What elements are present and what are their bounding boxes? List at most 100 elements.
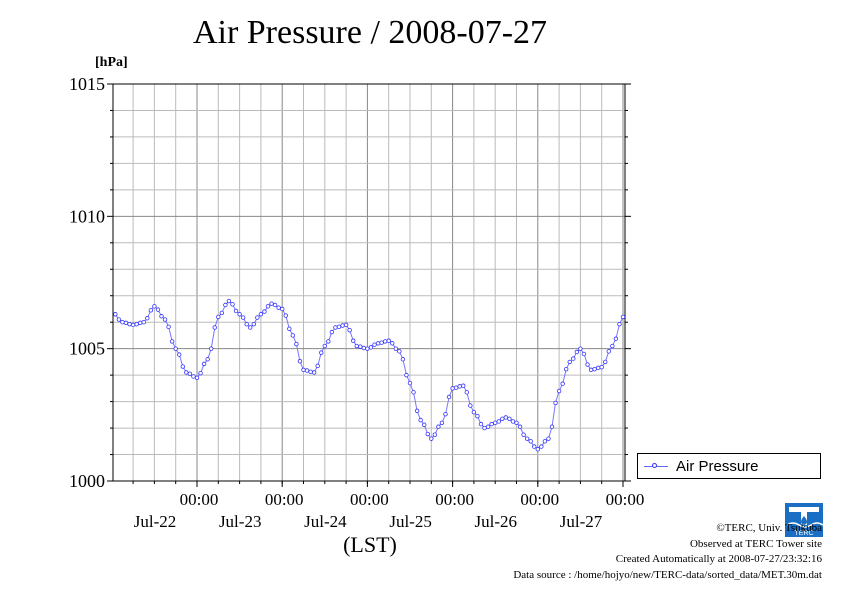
y-axis-unit: [hPa] bbox=[95, 55, 128, 70]
x-axis-label: (LST) bbox=[343, 532, 397, 557]
data-point bbox=[521, 432, 526, 437]
y-tick-label: 1000 bbox=[69, 471, 105, 491]
data-point bbox=[258, 312, 264, 317]
data-point bbox=[269, 301, 274, 306]
data-point bbox=[159, 314, 164, 319]
data-point bbox=[613, 336, 619, 341]
data-point bbox=[201, 361, 207, 367]
data-point bbox=[265, 304, 271, 309]
data-point bbox=[400, 357, 406, 362]
copyright-text: ©TERC, Univ. Tsukuba bbox=[716, 522, 822, 534]
data-point bbox=[177, 352, 182, 357]
data-point bbox=[333, 325, 338, 330]
data-point bbox=[567, 359, 572, 365]
data-point bbox=[464, 390, 469, 395]
data-point bbox=[244, 321, 249, 327]
data-point bbox=[148, 308, 154, 313]
data-point bbox=[606, 349, 611, 354]
data-point bbox=[205, 357, 210, 362]
x-tick-time-label: 00:00 bbox=[606, 490, 645, 509]
legend: Air Pressure bbox=[637, 453, 821, 479]
data-point bbox=[301, 367, 306, 373]
data-point bbox=[113, 312, 118, 317]
data-point bbox=[503, 415, 509, 420]
data-point bbox=[588, 367, 594, 373]
data-point bbox=[155, 307, 161, 312]
data-point bbox=[510, 419, 516, 424]
data-point bbox=[546, 436, 551, 441]
y-tick-label: 1010 bbox=[69, 206, 105, 226]
data-point bbox=[393, 346, 398, 351]
data-point bbox=[617, 321, 622, 327]
data-point bbox=[219, 310, 225, 316]
data-point bbox=[386, 338, 391, 343]
data-point bbox=[407, 380, 413, 386]
x-tick-time-label: 00:00 bbox=[350, 490, 389, 509]
data-point bbox=[315, 363, 320, 369]
data-point bbox=[571, 356, 576, 361]
data-point bbox=[549, 424, 555, 429]
data-point bbox=[180, 364, 185, 369]
data-point bbox=[500, 416, 505, 422]
data-point bbox=[453, 385, 459, 390]
observed-text: Observed at TERC Tower site bbox=[689, 537, 822, 550]
terc-logo-icon: TERC bbox=[785, 503, 823, 537]
data-point bbox=[489, 421, 494, 427]
data-point bbox=[482, 425, 487, 431]
legend-label: Air Pressure bbox=[676, 458, 759, 475]
data-point bbox=[262, 309, 267, 314]
data-point bbox=[446, 394, 452, 400]
x-tick-time-label: 00:00 bbox=[520, 490, 559, 509]
x-tick-date-label: Jul-26 bbox=[475, 512, 518, 531]
x-tick-date-label: Jul-23 bbox=[219, 512, 262, 531]
x-tick-date-label: Jul-25 bbox=[389, 512, 432, 531]
y-tick-label: 1005 bbox=[69, 339, 105, 359]
data-point bbox=[581, 351, 587, 357]
data-point bbox=[507, 416, 512, 422]
data-point bbox=[145, 316, 150, 321]
data-point bbox=[358, 344, 363, 349]
data-point bbox=[603, 359, 608, 365]
data-point bbox=[283, 313, 288, 318]
data-point bbox=[280, 306, 285, 312]
y-tick-label: 1015 bbox=[69, 74, 105, 94]
data-point bbox=[319, 350, 324, 355]
data-point bbox=[368, 345, 374, 350]
data-point bbox=[251, 321, 256, 327]
data-point bbox=[173, 346, 178, 351]
data-point bbox=[120, 320, 125, 325]
data-point bbox=[347, 327, 352, 333]
data-point bbox=[198, 370, 203, 376]
data-point bbox=[468, 403, 473, 408]
data-point bbox=[184, 370, 189, 375]
data-point bbox=[351, 338, 356, 343]
data-point bbox=[411, 390, 416, 395]
data-point bbox=[382, 339, 388, 344]
data-point bbox=[208, 346, 214, 351]
data-point bbox=[223, 302, 228, 308]
data-point bbox=[457, 384, 462, 389]
data-point bbox=[478, 421, 484, 427]
data-point bbox=[585, 362, 590, 367]
data-point bbox=[322, 343, 327, 349]
data-point bbox=[485, 424, 491, 429]
data-point bbox=[308, 369, 313, 375]
data-point bbox=[226, 298, 232, 304]
data-point bbox=[439, 420, 445, 425]
data-point bbox=[471, 409, 477, 415]
data-point bbox=[294, 341, 299, 347]
data-point bbox=[130, 322, 136, 328]
data-point bbox=[578, 346, 583, 351]
data-point bbox=[450, 386, 455, 391]
data-point bbox=[216, 314, 221, 320]
data-point bbox=[539, 444, 544, 449]
data-point bbox=[255, 315, 260, 320]
data-point bbox=[379, 340, 384, 345]
data-point bbox=[187, 371, 193, 377]
data-point bbox=[230, 302, 235, 307]
credits-block: ©TERC, Univ. Tsukuba Observed at TERC To… bbox=[513, 521, 822, 583]
data-point bbox=[237, 312, 242, 317]
data-point bbox=[560, 381, 565, 386]
data-point bbox=[233, 308, 239, 314]
